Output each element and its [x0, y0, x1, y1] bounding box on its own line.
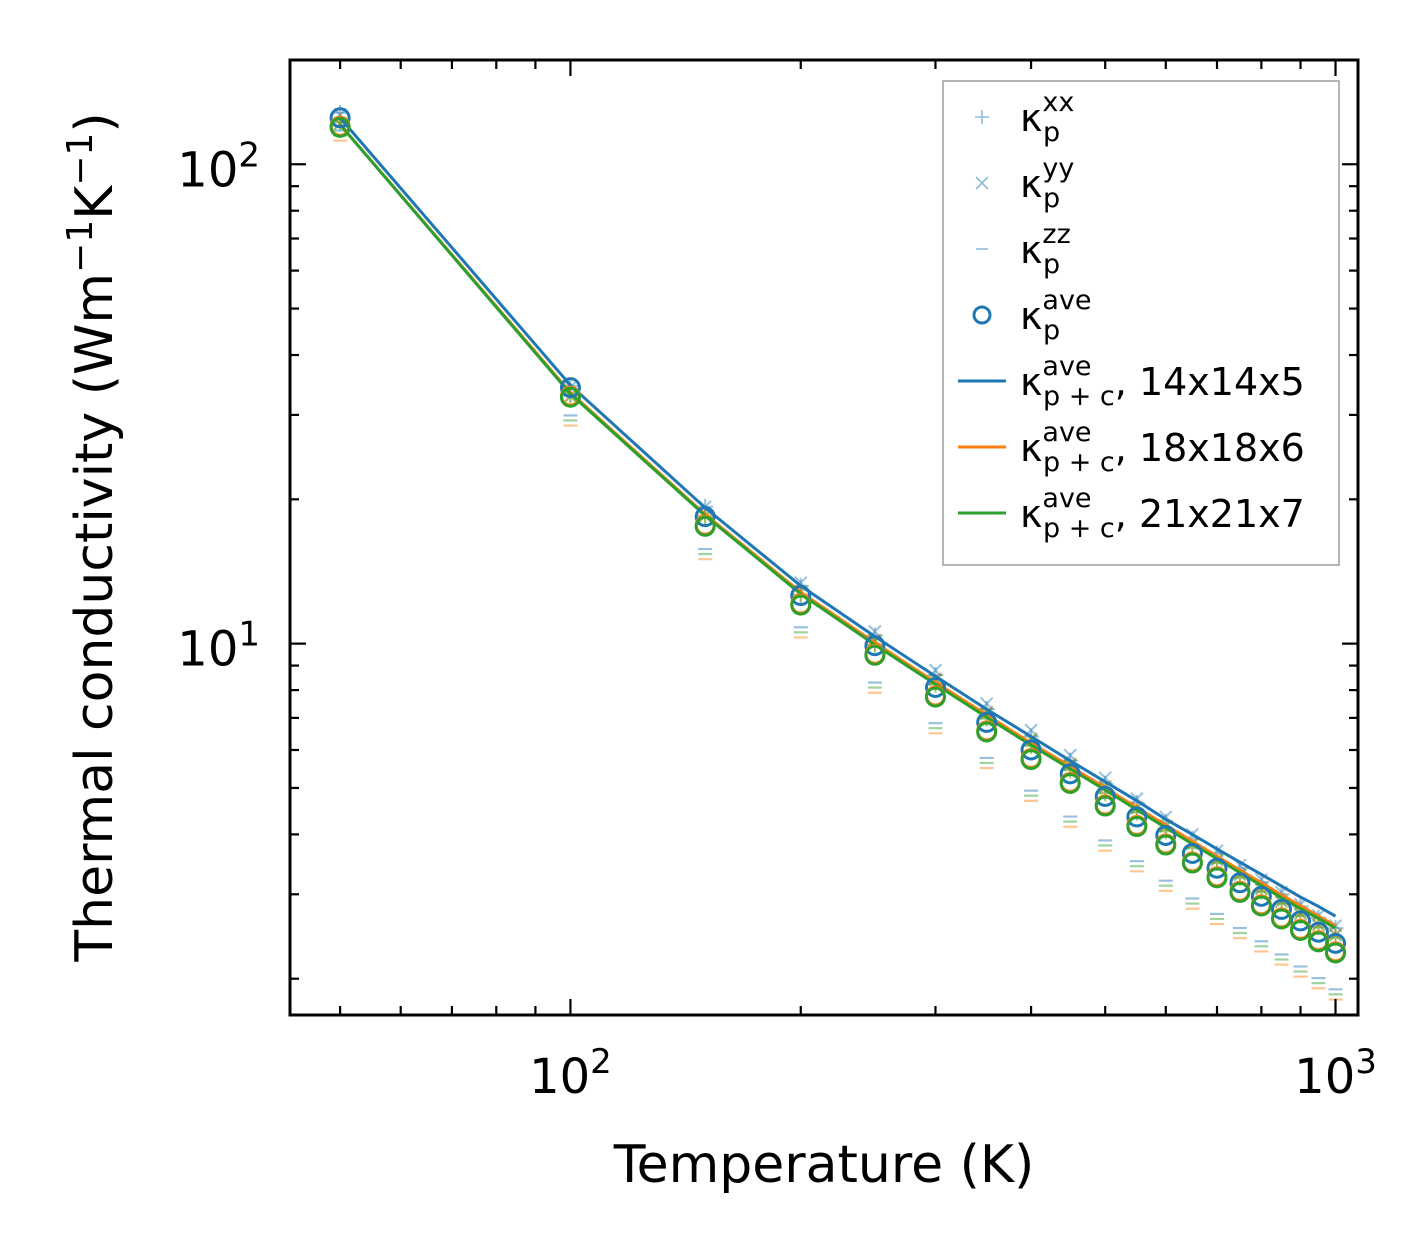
legend-symbol — [975, 176, 989, 190]
ave-marker — [790, 585, 812, 607]
legend-label: κave p — [1020, 285, 1092, 346]
ave-marker — [1229, 881, 1251, 903]
legend-item-xx: κxx p — [975, 87, 1074, 148]
ave-marker — [1181, 852, 1203, 874]
legend-item-zz: κzz p — [976, 219, 1071, 280]
x-tick-label: 102 — [529, 1042, 612, 1105]
legend-label: κave p + c, 21x21x7 — [1020, 483, 1305, 544]
ave-marker — [1059, 772, 1081, 794]
ave-marker — [1271, 898, 1293, 920]
ave-marker — [1020, 749, 1042, 771]
ave-marker — [1206, 857, 1228, 879]
ave-marker — [1271, 908, 1293, 930]
ave-marker — [1155, 824, 1177, 846]
y-axis-label: Thermal conductivity (Wm−1K−1) — [60, 112, 125, 962]
ave-marker — [976, 711, 998, 733]
ave-marker — [1126, 816, 1148, 838]
ave-marker — [864, 635, 886, 657]
legend-item-line21: κave p + c, 21x21x7 — [958, 483, 1305, 544]
ave-marker — [1020, 739, 1042, 761]
yy-marker — [1098, 771, 1112, 785]
legend-label: κave p + c, 14x14x5 — [1020, 351, 1305, 412]
ave-marker — [1325, 942, 1347, 964]
legend-item-line18: κave p + c, 18x18x6 — [958, 417, 1305, 478]
ave-marker — [559, 377, 581, 399]
plot-frame — [288, 58, 1360, 1017]
ave-marker — [694, 506, 716, 528]
legend-label: κxx p — [1020, 87, 1074, 148]
legend-label: κyy p — [1020, 153, 1074, 214]
ave-marker — [1094, 795, 1116, 817]
ave-marker — [976, 721, 998, 743]
legend-label: κzz p — [1020, 219, 1071, 280]
ave-marker — [1229, 872, 1251, 894]
axes: 102 103 101 102 — [177, 58, 1377, 1105]
y-tick-label: 101 — [177, 615, 260, 678]
legend-item-ave: κave p — [972, 285, 1092, 346]
ave-marker — [329, 116, 351, 138]
legend-symbol — [972, 305, 992, 325]
x-axis-label: Temperature (K) — [613, 1135, 1035, 1195]
ave-marker — [1155, 834, 1177, 856]
ave-marker — [1206, 867, 1228, 889]
legend-label: κave p + c, 18x18x6 — [1020, 417, 1305, 478]
ave-marker — [790, 594, 812, 616]
legend-box — [942, 80, 1340, 566]
ave-marker — [1290, 919, 1312, 941]
ave-marker — [329, 107, 351, 129]
ave-marker — [1094, 785, 1116, 807]
yy-marker — [1328, 918, 1343, 933]
ave-marker — [1307, 931, 1329, 953]
legend-item-yy: κyy p — [975, 153, 1074, 214]
ave-marker — [924, 686, 946, 708]
series-line-line21 — [338, 123, 1337, 930]
ave-marker — [924, 677, 946, 699]
ave-marker — [864, 644, 886, 666]
ave-marker — [1250, 885, 1272, 907]
legend-item-line14: κave p + c, 14x14x5 — [958, 351, 1305, 412]
ave-marker — [694, 515, 716, 537]
ave-marker — [1059, 763, 1081, 785]
data-layer — [329, 104, 1347, 1001]
ave-marker — [559, 386, 581, 408]
series-line-line14 — [338, 116, 1337, 918]
legend-symbol — [975, 110, 989, 124]
ave-marker — [1250, 895, 1272, 917]
y-tick-label: 102 — [177, 135, 260, 198]
ave-marker — [1126, 806, 1148, 828]
x-tick-label: 103 — [1294, 1042, 1377, 1105]
ave-marker — [1181, 842, 1203, 864]
